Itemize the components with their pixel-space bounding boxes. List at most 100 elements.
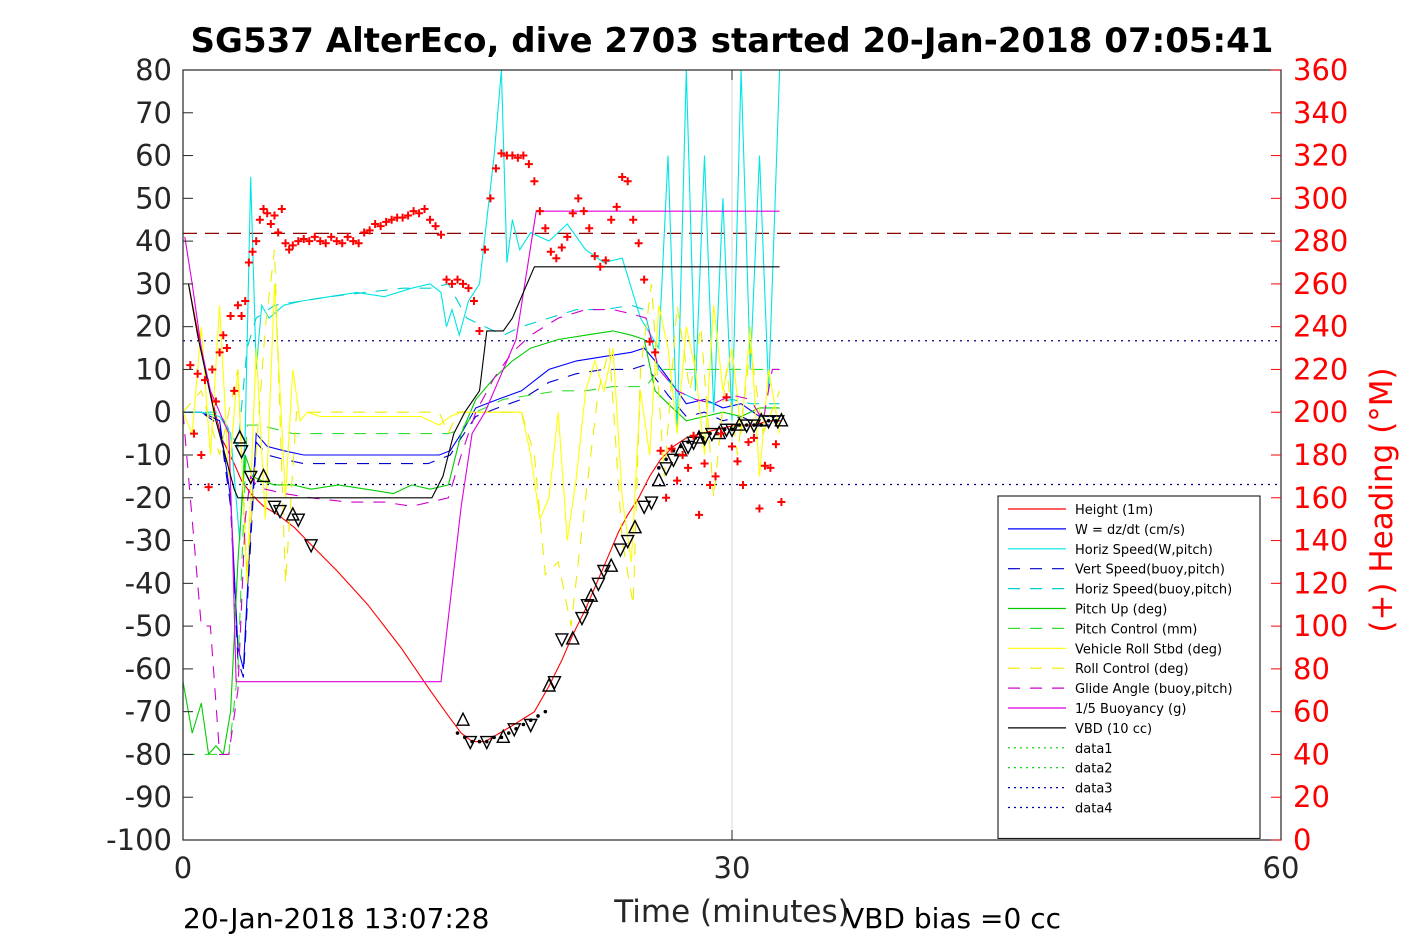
heading-marker	[590, 252, 599, 261]
triangle-marker	[680, 440, 696, 456]
axis-layer: 0 30 6080706050403020100-10-20-30-40-50-60…	[106, 53, 1348, 885]
legend-label: Vert Speed(buoy,pitch)	[1075, 563, 1225, 578]
right-tick-label: 60	[1293, 695, 1330, 729]
heading-marker	[656, 446, 665, 455]
heading-marker	[662, 493, 671, 502]
heading-marker	[299, 234, 308, 243]
triangle-marker	[666, 453, 681, 468]
right-tick-label: 0	[1293, 823, 1311, 857]
heading-marker	[524, 160, 533, 169]
series-line-7	[182, 283, 781, 584]
heading-marker	[695, 510, 704, 519]
y-tick-label: 50	[135, 181, 172, 215]
heading-marker	[667, 444, 676, 453]
heading-marker	[771, 440, 780, 449]
heading-marker	[288, 241, 297, 250]
depth-dot	[484, 739, 489, 744]
heading-marker	[360, 228, 369, 237]
triangle-marker	[591, 577, 606, 592]
heading-marker	[270, 211, 279, 220]
heading-marker	[255, 215, 264, 224]
triangle-marker	[770, 415, 785, 430]
chart-title: SG537 AlterEco, dive 2703 started 20-Jan…	[191, 21, 1274, 61]
heading-marker	[684, 463, 693, 472]
y-tick-label: -10	[125, 438, 172, 472]
heading-marker	[678, 451, 687, 459]
heading-marker	[354, 239, 363, 248]
heading-marker	[431, 222, 440, 231]
triangle-marker	[256, 467, 271, 483]
y-tick-label: -40	[125, 566, 172, 600]
heading-marker	[535, 207, 544, 216]
right-tick-label: 300	[1293, 181, 1348, 215]
triangle-marker	[583, 587, 599, 602]
heading-marker	[266, 220, 275, 228]
heading-marker	[409, 207, 418, 216]
heading-marker	[420, 205, 429, 214]
heading-marker	[332, 237, 341, 246]
heading-marker	[508, 151, 517, 160]
right-tick-label: 220	[1293, 352, 1348, 386]
heading-marker	[706, 480, 715, 489]
heading-marker	[618, 172, 627, 181]
triangle-marker	[267, 500, 282, 515]
heading-marker	[189, 429, 198, 438]
heading-marker	[755, 504, 764, 513]
series-line-5	[182, 330, 780, 756]
heading-marker	[574, 194, 583, 203]
triangle-marker	[637, 500, 652, 515]
triangle-marker	[697, 432, 712, 447]
legend-label: Horiz Speed(W,pitch)	[1075, 543, 1213, 558]
heading-marker	[365, 226, 374, 235]
marker-layer	[186, 149, 789, 751]
triangle-marker	[774, 412, 789, 427]
heading-marker	[404, 211, 413, 220]
heading-marker	[480, 245, 489, 254]
heading-marker	[281, 239, 290, 248]
heading-marker	[277, 205, 286, 214]
y-tick-label: 40	[135, 224, 172, 258]
y-tick-label: 20	[135, 310, 172, 344]
heading-marker	[316, 237, 325, 246]
heading-marker	[497, 149, 506, 158]
heading-marker	[226, 311, 235, 320]
y-tick-label: 30	[135, 267, 172, 301]
heading-marker	[645, 337, 654, 346]
heading-marker	[738, 480, 747, 489]
heading-marker	[310, 232, 319, 241]
heading-marker	[442, 275, 451, 284]
triangle-marker	[651, 472, 666, 487]
legend: Height (1m) W = dz/dt (cm/s) Horiz Speed(W…	[997, 495, 1261, 839]
heading-marker	[453, 275, 462, 284]
heading-marker	[211, 397, 220, 406]
heading-marker	[760, 461, 769, 470]
right-tick-label: 160	[1293, 481, 1348, 515]
triangle-marker	[691, 429, 707, 444]
triangle-marker	[739, 419, 754, 434]
depth-dot	[477, 739, 482, 744]
heading-marker	[426, 215, 435, 224]
right-tick-label: 260	[1293, 267, 1348, 301]
heading-marker	[252, 237, 261, 246]
triangle-marker	[554, 633, 569, 648]
right-tick-label: 200	[1293, 395, 1348, 429]
heading-marker	[749, 433, 758, 442]
heading-marker	[448, 279, 457, 288]
right-tick-label: 240	[1293, 310, 1348, 344]
heading-marker	[689, 431, 698, 440]
heading-marker	[327, 232, 336, 241]
depth-dot	[506, 731, 511, 735]
right-tick-label: 120	[1293, 566, 1348, 600]
heading-marker	[733, 457, 742, 466]
triangle-marker	[479, 735, 494, 751]
legend-label: VBD (10 cc)	[1075, 722, 1152, 737]
heading-marker	[530, 177, 539, 186]
heading-marker	[415, 209, 424, 218]
heading-marker	[204, 483, 213, 492]
y-tick-label: 0	[154, 395, 172, 429]
heading-marker	[766, 463, 775, 472]
x-tick-label: 0	[174, 851, 192, 885]
right-tick-label: 20	[1293, 780, 1330, 814]
heading-marker	[376, 222, 385, 231]
